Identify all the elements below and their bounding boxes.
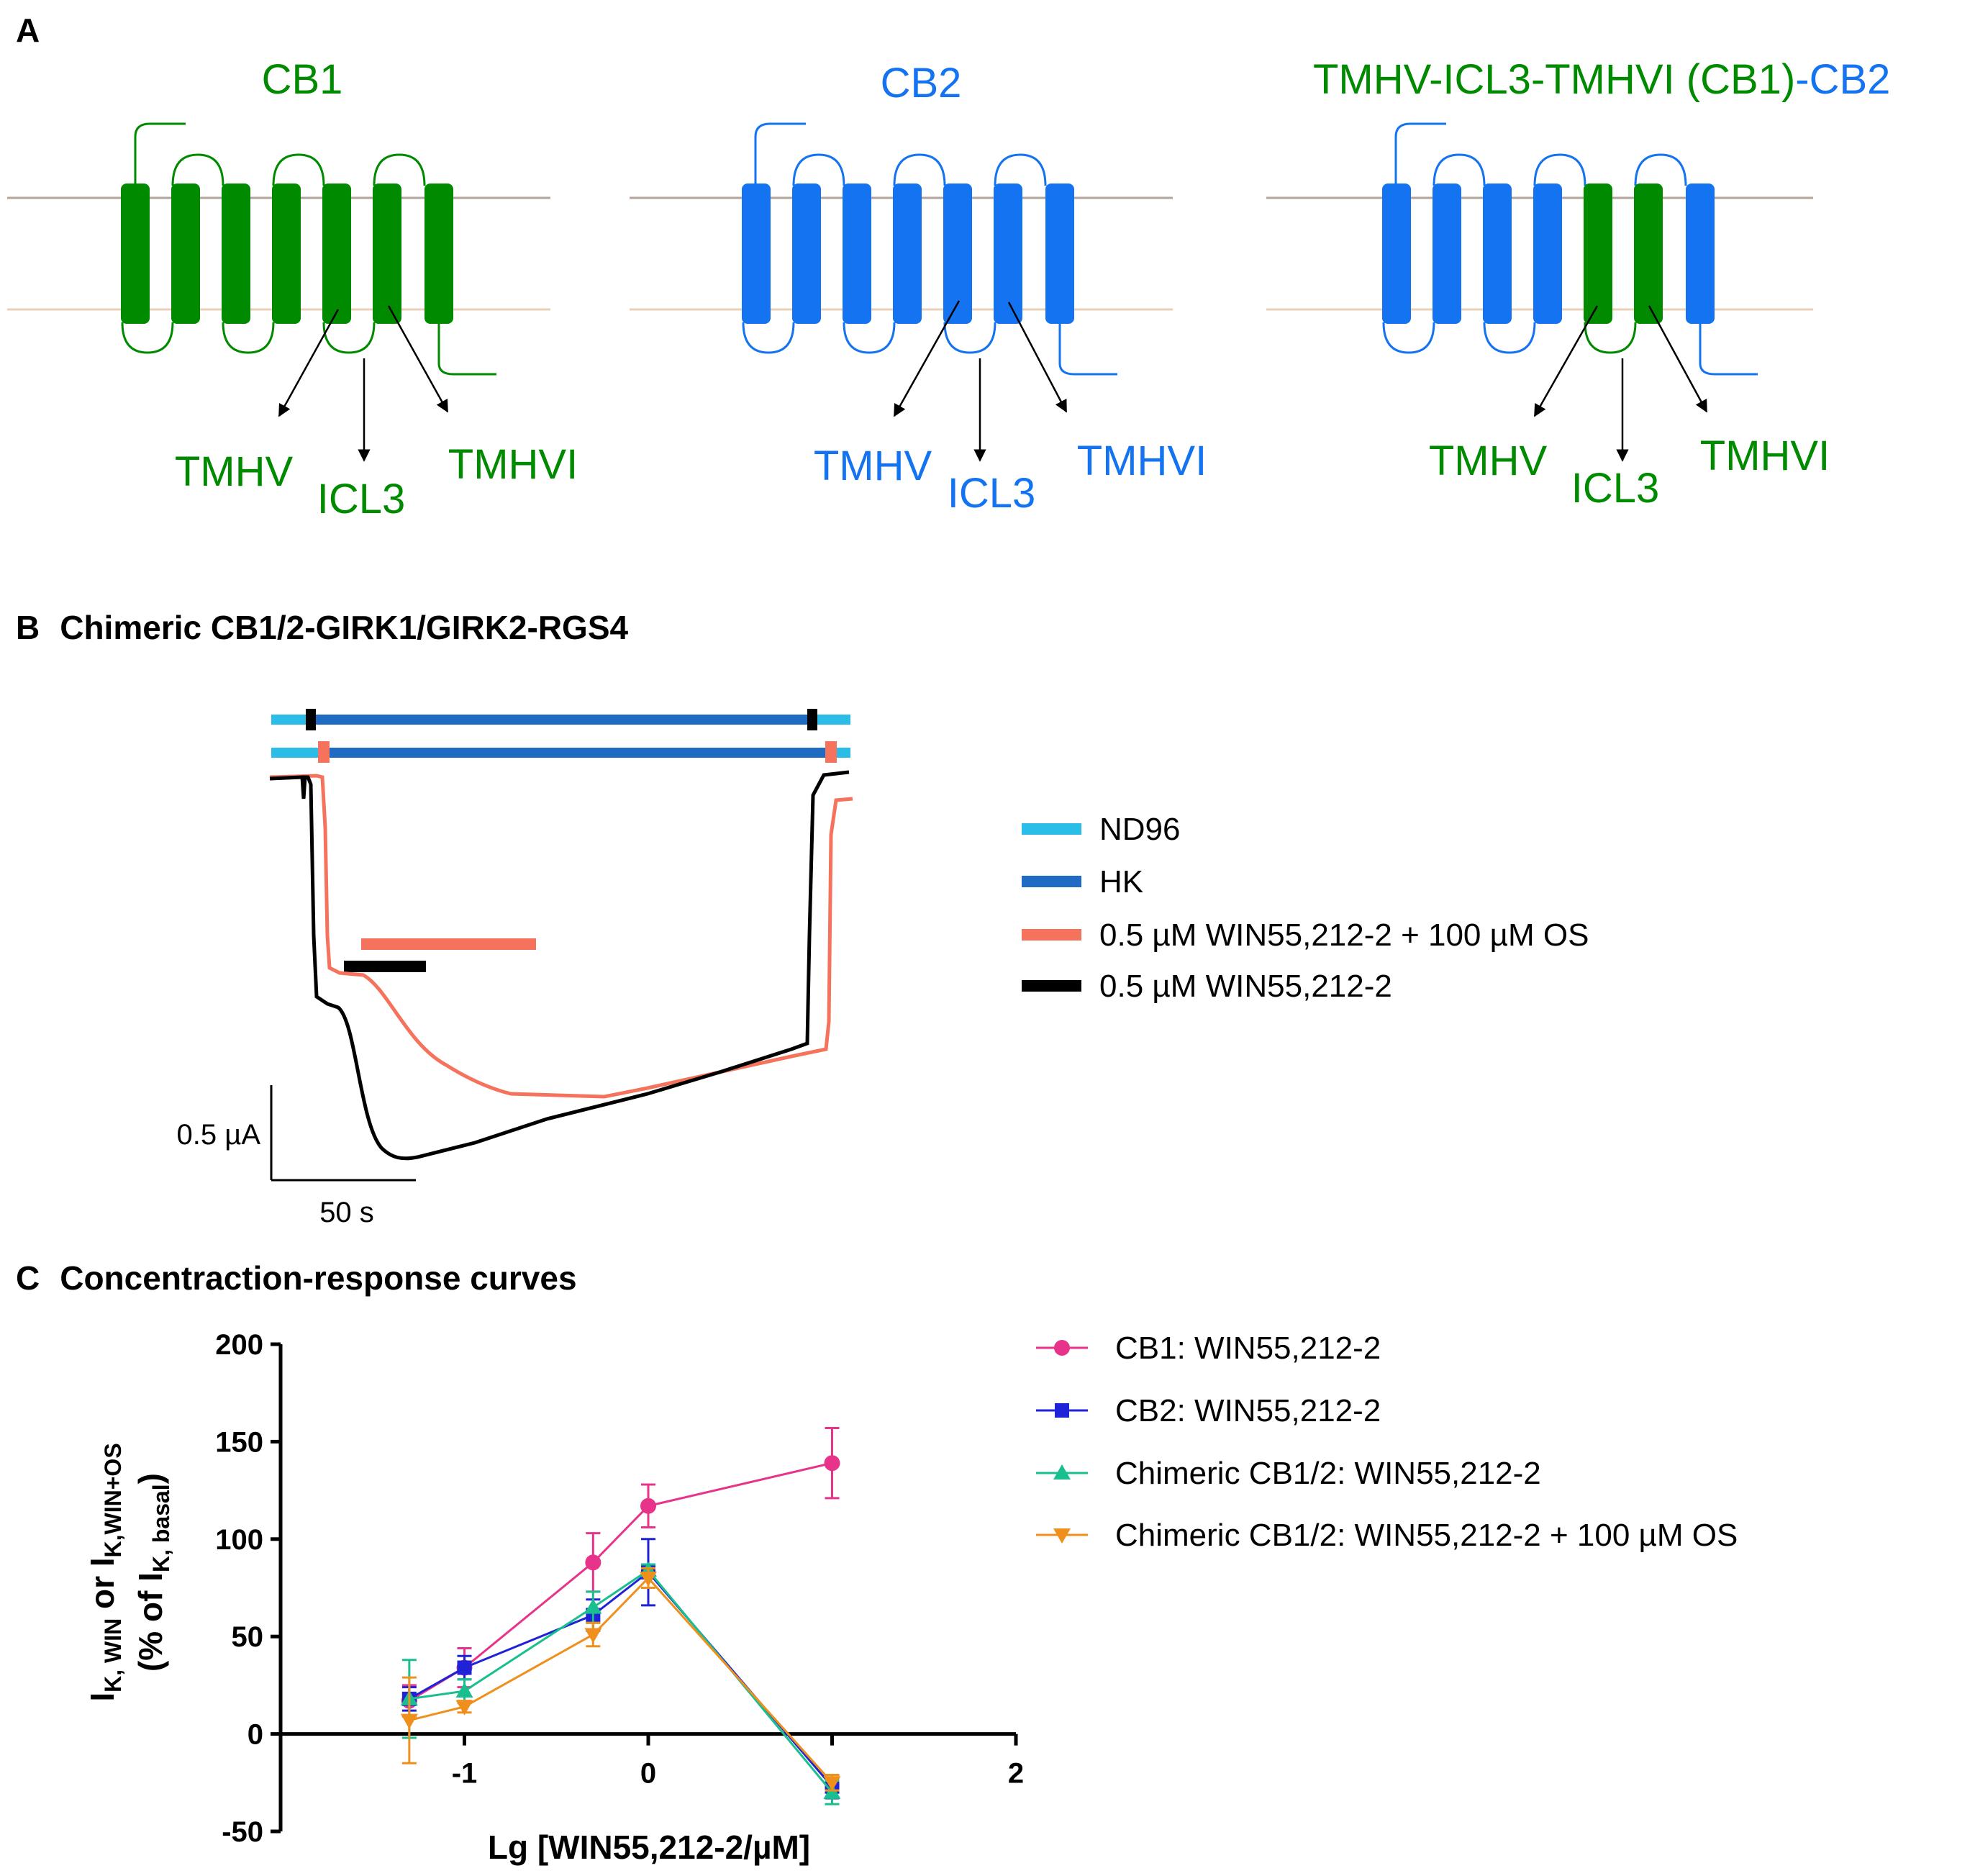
scale-current-label: 0.5 µA: [177, 1119, 261, 1151]
scale-time-label: 50 s: [319, 1197, 374, 1228]
panel-a-label: A: [16, 12, 40, 49]
y-axis-label-line1: IK, WIN or IK,WIN+OS: [83, 1443, 126, 1701]
series-3: [400, 1567, 841, 1792]
legend-label: CB1: WIN55,212-2: [1115, 1331, 1381, 1366]
data-point: [457, 1660, 472, 1675]
panel-c-label: C: [16, 1259, 40, 1297]
x-tick-label: 2: [1008, 1758, 1024, 1790]
data-point: [1055, 1403, 1069, 1418]
data-point: [640, 1497, 656, 1514]
panel-c-header: C Concentraction-response curves: [16, 1259, 577, 1297]
panel-b-legend: ND96 HK 0.5 µM WIN55,212-2 + 100 µM OS 0…: [1022, 812, 1589, 1004]
solution-bars: [271, 709, 850, 763]
panel-b-label: B: [16, 609, 40, 646]
data-point: [455, 1682, 473, 1698]
chimera-icl3-label: ICL3: [1571, 465, 1660, 512]
data-point: [823, 1776, 841, 1792]
chimera-title-cb1-part: TMHV-ICL3-TMHVI (CB1): [1313, 56, 1795, 103]
legend-label-win: 0.5 µM WIN55,212-2: [1099, 969, 1392, 1004]
chimera-arrows: [1533, 305, 1708, 462]
cb2-arrows: [893, 300, 1068, 462]
data-point: [640, 1571, 657, 1587]
y-tick-label: 150: [215, 1426, 263, 1458]
x-tick-label: -1: [452, 1758, 478, 1790]
legend-label-nd96: ND96: [1099, 812, 1181, 847]
y-tick-label: 200: [215, 1329, 263, 1361]
y-axis-label-i1: I: [83, 1693, 121, 1702]
cb2-tmhv-label: TMHV: [814, 443, 932, 489]
legend-label: Chimeric CB1/2: WIN55,212-2 + 100 µM OS: [1115, 1518, 1738, 1553]
win-trace: [269, 770, 850, 1161]
cb2-receptor-diagram: [742, 122, 1117, 376]
series-line: [409, 1570, 833, 1787]
scale-bar: [270, 1085, 416, 1182]
chart-legend: CB1: WIN55,212-2 CB2: WIN55,212-2 Chimeric…: [1036, 1331, 1738, 1553]
y-tick-label: 100: [215, 1524, 263, 1556]
y-axis-label-sub1: K, WIN: [100, 1618, 126, 1693]
cb2-title: CB2: [881, 60, 962, 107]
data-point: [584, 1598, 602, 1614]
legend-label-hk: HK: [1099, 864, 1143, 900]
y-tick-label: 50: [232, 1621, 264, 1653]
data-point: [585, 1554, 601, 1571]
cb2-tmhvi-label: TMHVI: [1077, 438, 1207, 484]
data-point: [1053, 1528, 1071, 1544]
legend-label-win-os: 0.5 µM WIN55,212-2 + 100 µM OS: [1099, 917, 1589, 953]
cb1-arrows: [278, 305, 449, 462]
data-point: [584, 1628, 602, 1644]
panel-c-title: Concentraction-response curves: [60, 1259, 576, 1297]
x-tick-label: 0: [640, 1758, 656, 1790]
win-os-trace: [269, 774, 853, 1099]
data-point: [1054, 1340, 1070, 1356]
chart-plot-area: [400, 1426, 841, 1805]
y-axis-label-sub2: K,WIN+OS: [100, 1443, 126, 1557]
cb1-tmhv-label: TMHV: [175, 448, 294, 495]
chimera-title-cb2-part: -CB2: [1795, 56, 1890, 103]
x-axis-label: Lg [WIN55,212-2/µM]: [488, 1829, 810, 1866]
chimera-tmhv-label: TMHV: [1429, 438, 1548, 484]
y-tick-label: 0: [248, 1719, 263, 1751]
legend-label: Chimeric CB1/2: WIN55,212-2: [1115, 1456, 1541, 1491]
legend-label: CB2: WIN55,212-2: [1115, 1393, 1381, 1428]
y-axis-label-close: ): [132, 1473, 169, 1484]
y-axis-label-sub3: K, basal: [148, 1484, 174, 1572]
chimera-title: TMHV-ICL3-TMHVI (CB1)-CB2: [1313, 56, 1890, 103]
y-axis-label-group: IK, WIN or IK,WIN+OS (% of IK, basal): [83, 1443, 174, 1701]
data-point: [455, 1700, 473, 1716]
y-axis-label-pct: (% of I: [132, 1572, 169, 1672]
cb1-icl3-label: ICL3: [317, 476, 406, 522]
y-axis-label-line2: (% of IK, basal): [132, 1473, 174, 1672]
y-axis-label-or: or I: [83, 1557, 121, 1618]
y-tick-label: -50: [222, 1816, 263, 1848]
data-point: [1053, 1464, 1071, 1479]
chart-axes: -50 0 50 100 150 200 -1 0 2: [215, 1329, 1024, 1848]
series-line: [409, 1576, 833, 1784]
data-point: [824, 1455, 840, 1472]
cb1-title: CB1: [262, 56, 343, 103]
panel-b-title: Chimeric CB1/2-GIRK1/GIRK2-RGS4: [60, 609, 628, 646]
cb1-tmhvi-label: TMHVI: [448, 441, 578, 488]
data-point: [400, 1713, 418, 1729]
cb2-icl3-label: ICL3: [948, 470, 1036, 517]
chimera-tmhvi-label: TMHVI: [1700, 432, 1830, 479]
panel-b-header: B Chimeric CB1/2-GIRK1/GIRK2-RGS4: [16, 609, 629, 646]
cb1-receptor-diagram: [121, 122, 496, 376]
chimera-receptor-diagram: [1382, 122, 1758, 376]
